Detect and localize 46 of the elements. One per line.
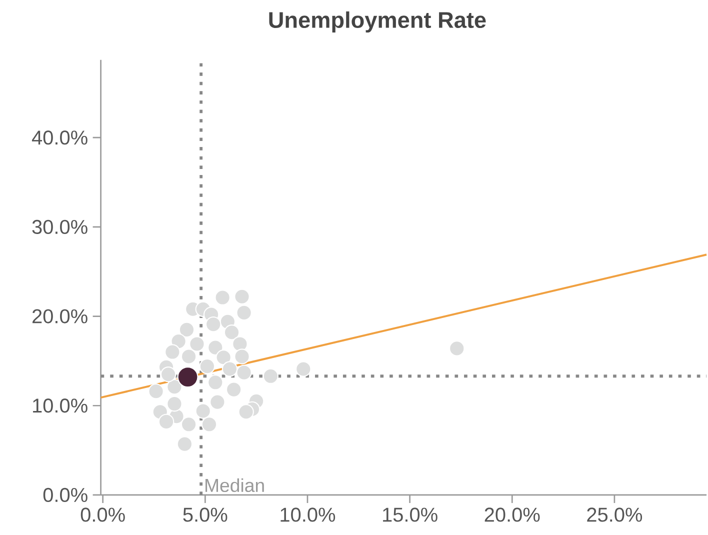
point bbox=[177, 366, 198, 388]
point bbox=[195, 403, 211, 419]
point bbox=[160, 366, 176, 382]
point bbox=[180, 348, 197, 364]
point bbox=[236, 304, 252, 321]
y-tick-label: 20.0% bbox=[32, 309, 88, 324]
x-tick-label: 10.0% bbox=[280, 508, 336, 522]
point bbox=[234, 348, 250, 364]
point bbox=[178, 322, 195, 338]
y-tick-label: 40.0% bbox=[32, 130, 88, 145]
y-tick-label: 10.0% bbox=[33, 398, 88, 413]
x-tick-label: 15.0% bbox=[383, 508, 438, 522]
point bbox=[201, 416, 218, 432]
x-tick-label: 0.0% bbox=[80, 508, 125, 522]
point bbox=[189, 336, 205, 352]
point bbox=[449, 340, 465, 356]
point bbox=[224, 324, 240, 340]
point bbox=[208, 340, 224, 356]
x-tick-label: 5.0% bbox=[183, 508, 228, 522]
x-tick-label: 25.0% bbox=[587, 508, 642, 522]
point bbox=[199, 358, 216, 374]
ref-line-label: Median bbox=[206, 478, 264, 492]
point bbox=[222, 361, 238, 377]
point bbox=[148, 384, 164, 400]
y-tick-label: 30.0% bbox=[32, 220, 88, 234]
point bbox=[214, 290, 230, 306]
point bbox=[166, 396, 182, 412]
chart-title: Unemployment Rate bbox=[269, 11, 486, 33]
point bbox=[164, 344, 180, 360]
point bbox=[238, 404, 254, 420]
point bbox=[236, 364, 252, 380]
point bbox=[180, 416, 197, 432]
point bbox=[216, 350, 232, 366]
point bbox=[262, 368, 278, 384]
point bbox=[208, 374, 224, 390]
point bbox=[234, 288, 250, 305]
point bbox=[232, 336, 248, 352]
point bbox=[176, 436, 193, 452]
point bbox=[166, 379, 182, 395]
point bbox=[158, 414, 174, 430]
y-tick-label: 0.0% bbox=[43, 488, 88, 502]
x-tick-label: 20.0% bbox=[484, 508, 540, 522]
point bbox=[226, 382, 242, 398]
point bbox=[210, 394, 226, 410]
point bbox=[205, 316, 222, 332]
point bbox=[296, 361, 312, 377]
